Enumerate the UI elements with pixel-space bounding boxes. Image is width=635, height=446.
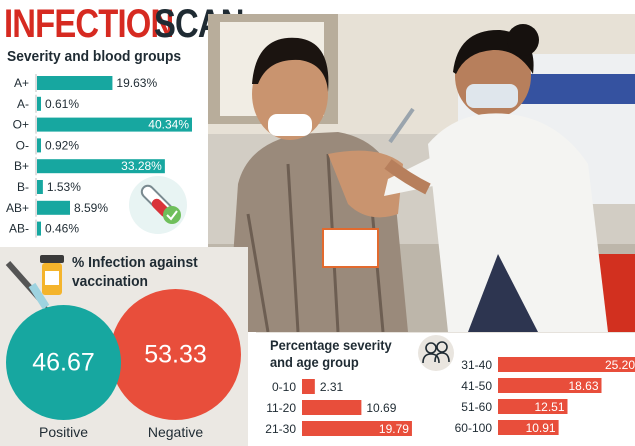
blood-group-label: B+ [14, 159, 29, 173]
blood-group-bar [37, 200, 71, 215]
positive-value: 46.67 [32, 348, 95, 376]
blood-group-label: B- [17, 180, 29, 194]
blood-group-bar [37, 159, 165, 174]
age-group-label: 60-100 [455, 421, 493, 435]
age-group-bar [302, 400, 362, 415]
age-group-value: 25.20 [605, 358, 635, 372]
syringe-vial-icon [5, 255, 64, 318]
age-group-bar [498, 399, 568, 414]
blood-group-label: AB+ [6, 201, 29, 215]
vaccination-photo-illustration [208, 14, 635, 332]
positive-label: Positive [38, 424, 89, 440]
infection-title: % Infection against vaccination [72, 254, 198, 290]
blood-group-bar [37, 96, 41, 111]
blood-group-panel: Severity and blood groups A+ 19.63% A- 0.61… [0, 44, 208, 247]
blood-group-value: 33.28% [121, 159, 162, 173]
blood-group-value: 8.59% [74, 201, 108, 215]
infographic-title: INFECTION SCAN [4, 2, 244, 46]
age-group-value: 2.31 [320, 380, 344, 394]
age-group-bar [498, 378, 602, 393]
negative-label: Negative [147, 424, 204, 440]
title-word-infection: INFECTION [4, 2, 174, 46]
blood-group-value: 19.63% [116, 76, 157, 90]
blood-group-bar [37, 117, 192, 132]
blood-group-label: O- [16, 138, 29, 152]
age-group-bar [302, 379, 315, 394]
negative-circle: 53.33 [110, 289, 241, 420]
blood-group-value: 1.53% [47, 180, 81, 194]
age-group-label: 41-50 [461, 379, 492, 393]
age-group-title: Percentage severity and age group [270, 337, 392, 370]
blood-group-chart: A+ 19.63% A- 0.61% O+ 40.34% O- 0.92% B+ 33.28% B-… [6, 74, 192, 238]
age-group-label: 31-40 [461, 358, 492, 372]
age-group-value: 10.91 [526, 421, 556, 435]
age-group-panel: Percentage severity and age group 0-10 2.… [256, 332, 635, 446]
age-group-value: 19.79 [379, 422, 409, 436]
age-group-bar [498, 420, 559, 435]
vaccination-photo [208, 14, 635, 332]
blood-group-label: AB- [9, 222, 29, 236]
blood-group-label: A- [17, 97, 29, 111]
age-group-chart: 0-10 2.31 11-20 10.69 21-30 19.79 31-40 25.20 41… [265, 357, 635, 436]
blood-group-bar [37, 180, 43, 194]
blood-group-label: O+ [13, 118, 29, 132]
people-icon [418, 335, 454, 371]
blood-group-value: 0.61% [45, 97, 79, 111]
blood-group-title: Severity and blood groups [7, 48, 182, 65]
blood-group-bar [37, 221, 41, 236]
age-group-bar [498, 357, 635, 372]
blood-group-bar [37, 76, 113, 90]
age-group-label: 21-30 [265, 422, 296, 436]
blood-group-label: A+ [14, 76, 29, 90]
blood-test-tube-icon [129, 176, 187, 234]
blood-group-value: 0.46% [45, 222, 79, 236]
age-group-value: 12.51 [534, 400, 564, 414]
age-group-value: 18.63 [568, 379, 598, 393]
age-group-label: 51-60 [461, 400, 492, 414]
age-group-label: 11-20 [266, 401, 296, 415]
infection-vaccination-panel: % Infection against vaccination 53.33 46… [0, 247, 248, 446]
age-group-value: 10.69 [366, 401, 396, 415]
blood-group-value: 40.34% [148, 118, 189, 132]
age-group-label: 0-10 [272, 380, 296, 394]
negative-value: 53.33 [144, 340, 207, 368]
blood-group-bar [37, 138, 41, 153]
blood-group-value: 0.92% [45, 138, 79, 152]
age-group-bar [302, 421, 412, 436]
positive-circle: 46.67 [6, 305, 121, 420]
